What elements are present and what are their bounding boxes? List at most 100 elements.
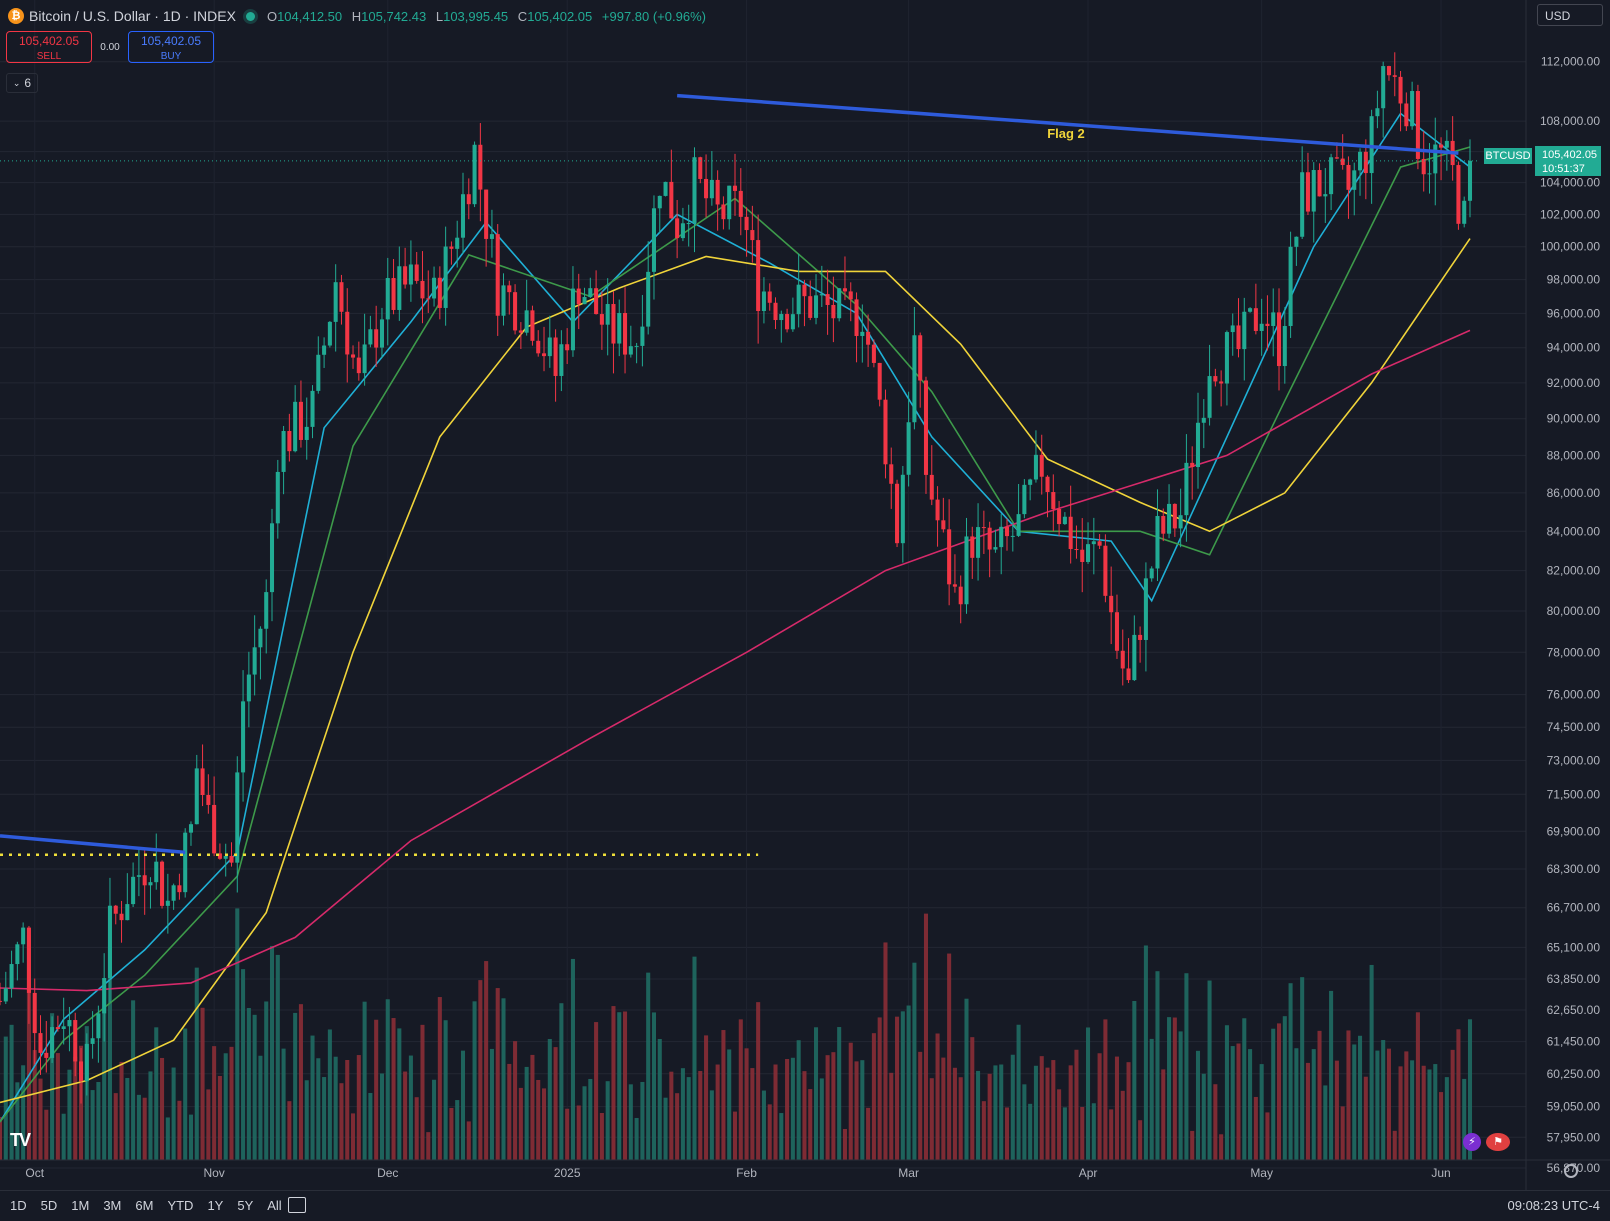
trade-panel: 105,402.05 SELL 0.00 105,402.05 BUY <box>6 31 214 63</box>
candle-body <box>651 208 657 272</box>
price-tick-label: 66,700.00 <box>1547 901 1601 915</box>
volume-bar <box>1294 1048 1299 1160</box>
range-5y[interactable]: 5Y <box>237 1198 254 1213</box>
volume-bar <box>651 1012 657 1160</box>
volume-bar <box>895 1016 900 1160</box>
volume-bar <box>1404 1051 1409 1160</box>
gear-icon[interactable] <box>1564 1164 1578 1178</box>
us-flag-icon[interactable]: ⚑ <box>1486 1133 1510 1151</box>
volume-bar <box>785 1059 790 1160</box>
price-tick-label: 74,500.00 <box>1547 720 1601 734</box>
candle-body <box>831 304 836 319</box>
range-1d[interactable]: 1D <box>10 1198 27 1213</box>
candle-body <box>379 319 384 348</box>
flag-label[interactable]: Flag 2 <box>1047 126 1085 141</box>
range-3m[interactable]: 3M <box>103 1198 122 1213</box>
volume-bar <box>1386 1048 1392 1160</box>
candle-body <box>981 527 986 529</box>
volume-bar <box>61 1113 66 1160</box>
range-5d[interactable]: 5D <box>40 1198 58 1213</box>
volume-bar <box>1010 1054 1015 1160</box>
candle-body <box>1415 91 1420 159</box>
volume-bar <box>420 1024 425 1160</box>
volume-bar <box>1213 1084 1218 1160</box>
candle-body <box>177 885 182 893</box>
volume-bar <box>1456 1029 1461 1160</box>
volume-bar <box>565 1108 570 1160</box>
candle-body <box>21 927 26 945</box>
volume-bar <box>287 1101 292 1160</box>
range-6m[interactable]: 6M <box>135 1198 154 1213</box>
candle-body <box>316 354 321 391</box>
time-axis: Oct Nov Dec 2025 Feb Mar Apr May Jun <box>0 1159 1610 1180</box>
trendline <box>676 93 1459 155</box>
volume-bar <box>987 1073 992 1160</box>
symbol-header[interactable]: ₿ Bitcoin / U.S. Dollar · 1D · INDEX O10… <box>8 6 706 26</box>
volume-bar <box>541 1088 547 1160</box>
candle-body <box>484 189 489 239</box>
volume-bar <box>351 1113 356 1160</box>
candle-body <box>478 144 483 190</box>
volume-bar <box>883 942 888 1160</box>
range-1y[interactable]: 1Y <box>207 1198 224 1213</box>
candle-body <box>507 285 512 293</box>
candle-body <box>1248 308 1253 312</box>
candle-body <box>848 291 853 300</box>
candle-body <box>489 234 494 239</box>
candle-body <box>541 353 547 357</box>
volume-bar <box>976 1070 981 1160</box>
candle-body <box>339 282 344 312</box>
volume-bar <box>981 1101 986 1160</box>
candle-body <box>287 430 292 452</box>
candle-body <box>391 278 396 310</box>
candle-body <box>576 288 581 305</box>
candle-body <box>680 223 685 239</box>
volume-bar <box>38 1078 43 1160</box>
volume-bar <box>148 1071 153 1160</box>
clock[interactable]: 09:08:23 UTC-4 <box>1507 1198 1601 1213</box>
candle-body <box>1381 66 1386 109</box>
price-chart[interactable]: Flag 2 112,000.00108,000.00106,000.00104… <box>0 0 1610 1190</box>
price-tick-label: 98,000.00 <box>1547 273 1601 287</box>
candle-body <box>860 331 865 336</box>
indicators-count: 6 <box>24 76 32 90</box>
volume-bar <box>1126 1062 1131 1160</box>
indicators-toggle[interactable]: ⌄ 6 <box>6 73 38 93</box>
volume-bar <box>952 1067 957 1160</box>
symbol-title[interactable]: Bitcoin / U.S. Dollar · 1D · INDEX <box>29 8 236 24</box>
volume-bar <box>449 1107 454 1160</box>
buy-button[interactable]: 105,402.05 BUY <box>128 31 214 63</box>
calendar-icon[interactable] <box>288 1197 306 1213</box>
volume-bar <box>709 1090 714 1160</box>
volume-bar <box>385 999 390 1160</box>
candle-body <box>119 913 124 921</box>
sell-button[interactable]: 105,402.05 SELL <box>6 31 92 63</box>
range-all[interactable]: All <box>267 1198 282 1213</box>
volume-bar <box>588 1078 593 1160</box>
volume-bar <box>194 967 199 1160</box>
volume-bars <box>0 908 1473 1160</box>
candle-body <box>883 399 888 465</box>
tradingview-logo[interactable]: TV <box>10 1130 31 1150</box>
range-buttons: 1D 5D 1M 3M 6M YTD 1Y 5Y All <box>10 1198 296 1213</box>
range-ytd[interactable]: YTD <box>167 1198 194 1213</box>
candle-body <box>55 1027 60 1030</box>
range-1m[interactable]: 1M <box>71 1198 90 1213</box>
volume-bar <box>119 1061 124 1160</box>
volume-bar <box>518 1087 523 1160</box>
candle-body <box>1207 376 1212 418</box>
volume-bar <box>819 1078 824 1160</box>
candle-body <box>1149 568 1154 579</box>
volume-bar <box>142 1097 147 1160</box>
volume-bar <box>796 1040 801 1160</box>
volume-bar <box>495 988 500 1160</box>
candle-body <box>1097 541 1102 546</box>
volume-bar <box>1143 945 1148 1160</box>
lightning-icon[interactable]: ⚡ <box>1463 1133 1481 1151</box>
currency-select[interactable]: USD <box>1537 4 1603 26</box>
volume-bar <box>379 1073 384 1160</box>
trendline <box>0 834 186 855</box>
candle-body <box>634 345 639 347</box>
candle-body <box>1184 462 1189 516</box>
candle-body <box>148 882 153 886</box>
